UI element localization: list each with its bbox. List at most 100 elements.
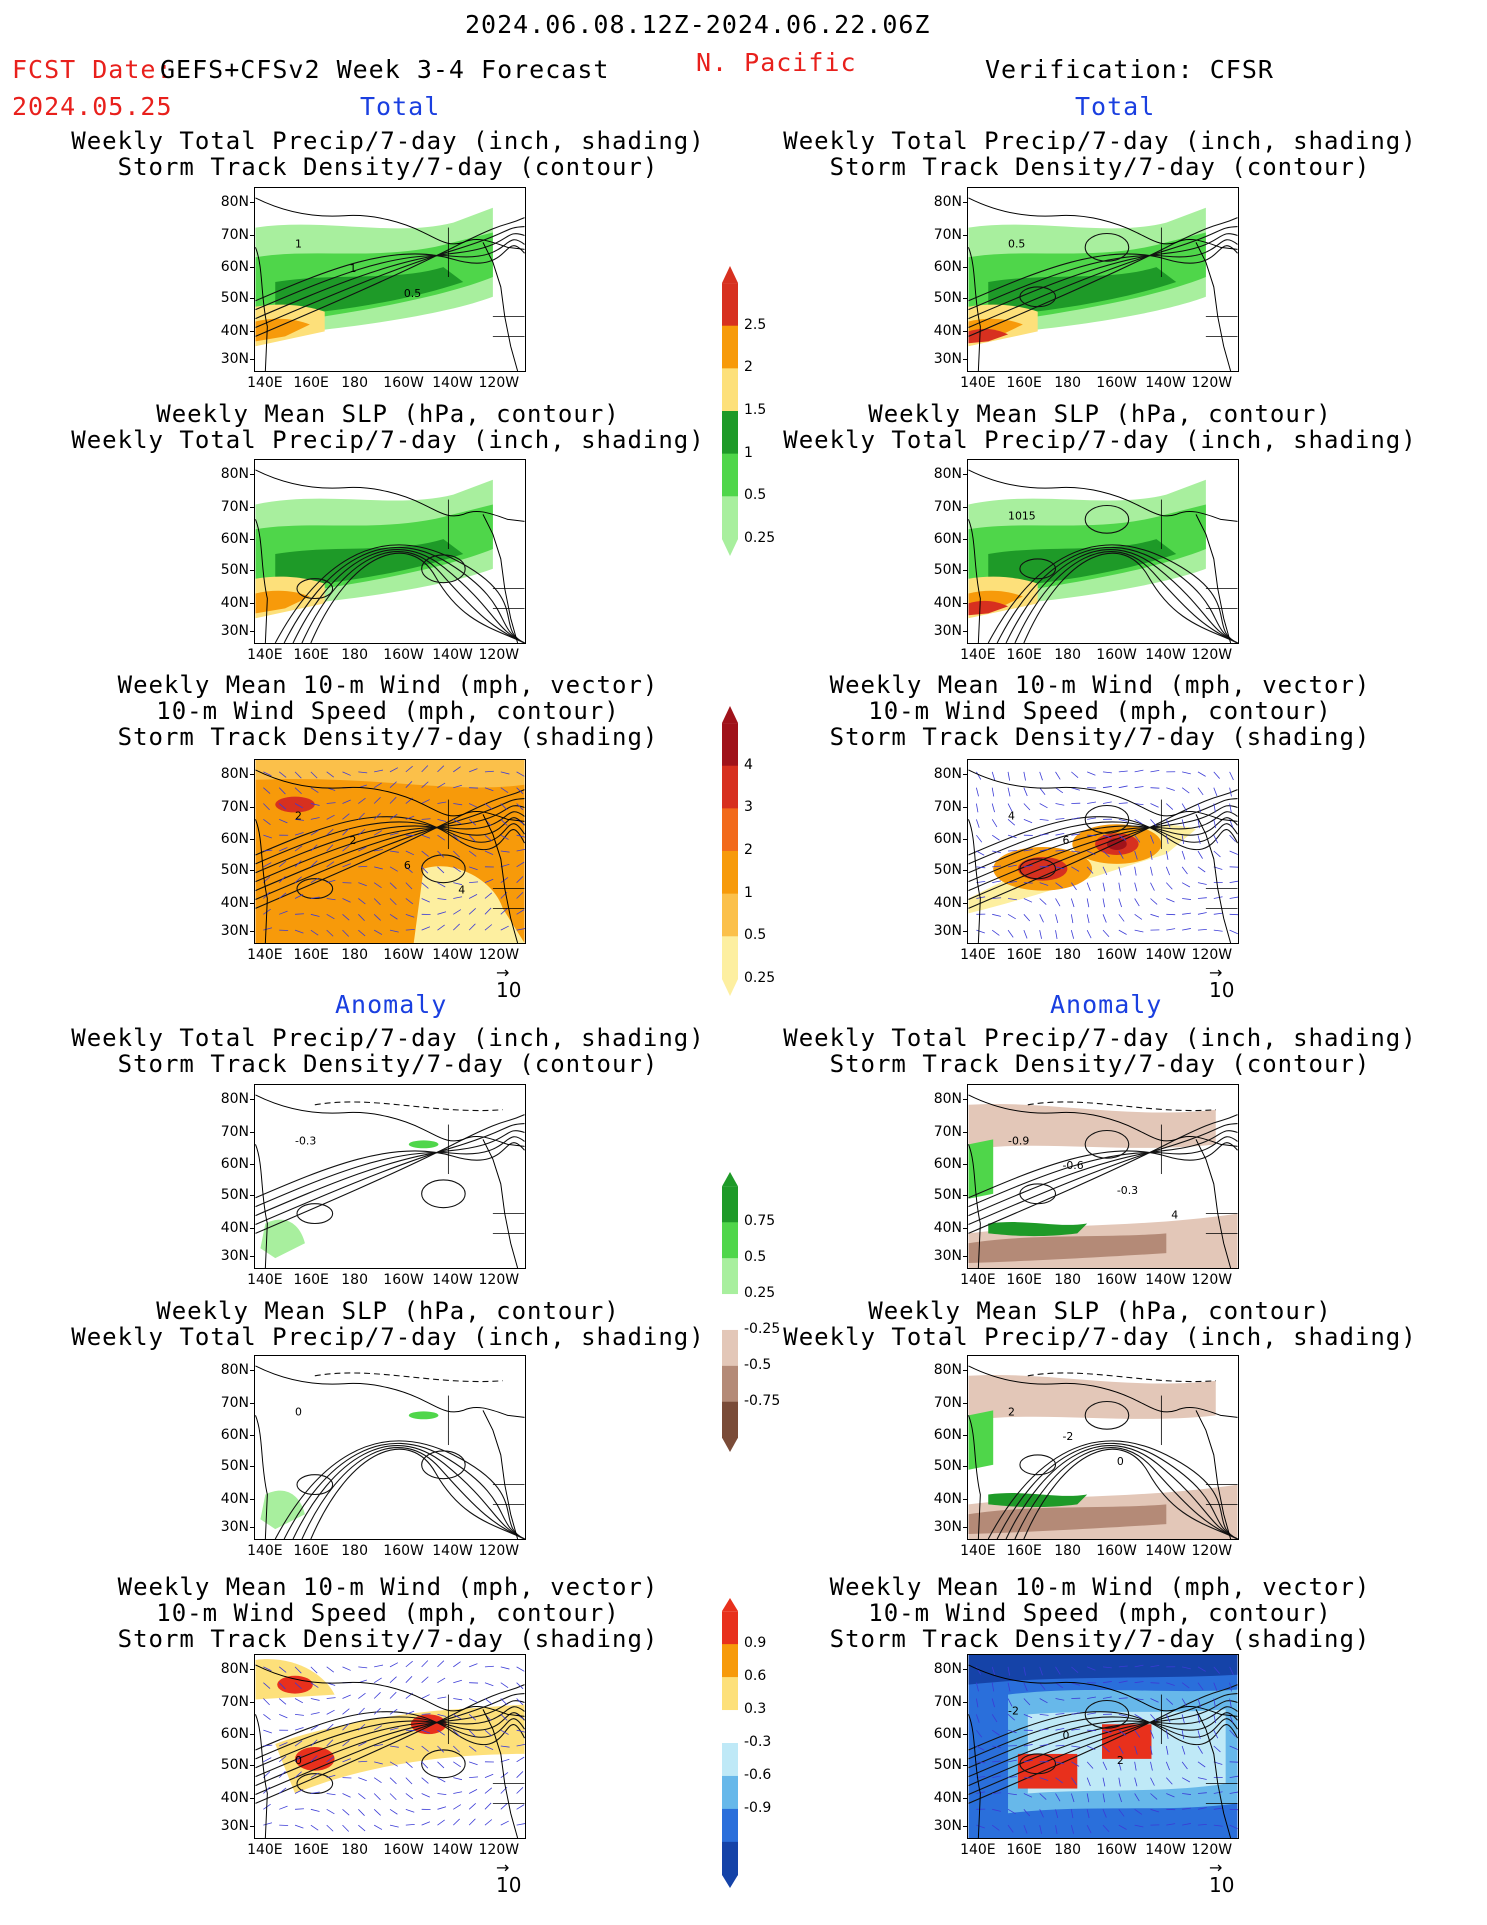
wind-vector <box>405 898 414 905</box>
contour-line <box>310 552 525 643</box>
lat-label: 50N <box>220 862 249 878</box>
wind-vector <box>1055 1744 1065 1747</box>
wind-vector <box>992 1760 1002 1763</box>
wind-vector <box>342 799 351 804</box>
wind-vector <box>453 803 463 806</box>
lon-label: 140W <box>432 947 473 963</box>
panel-title-line: Storm Track Density/7-day (contour) <box>829 153 1371 181</box>
colorbar-bottom-arrow <box>722 1874 738 1888</box>
wind-vector <box>1071 1682 1080 1686</box>
lon-label: 140E <box>247 375 283 391</box>
wind-vector <box>484 878 494 884</box>
wind-vector <box>389 767 399 773</box>
wind-vector <box>1165 835 1169 844</box>
wind-vector <box>1118 898 1122 908</box>
wind-vector <box>421 882 429 889</box>
wind-vector <box>516 1682 524 1690</box>
border-line <box>492 1213 525 1234</box>
wind-vector <box>1007 1698 1013 1707</box>
wind-vector <box>1007 1729 1017 1734</box>
wind-vector <box>1229 1775 1238 1779</box>
wind-vector <box>421 765 429 773</box>
wind-vector <box>1087 850 1096 856</box>
wind-vector <box>373 929 383 935</box>
lat-tick <box>963 507 967 509</box>
wind-vector <box>453 766 461 773</box>
wind-vector <box>1118 1697 1128 1699</box>
wind-vector <box>1229 1698 1232 1708</box>
contour-closed <box>421 1450 466 1480</box>
contour-label: 6 <box>1062 834 1069 847</box>
lat-label: 80N <box>933 193 962 210</box>
lon-label: 160W <box>383 1842 424 1858</box>
contour-line <box>255 1706 525 1778</box>
lon-label: 160E <box>1006 647 1042 663</box>
panel-title: Weekly Mean SLP (hPa, contour) Weekly Tot… <box>780 1298 1420 1350</box>
wind-vector <box>1118 1729 1127 1736</box>
precip-red-area <box>968 600 1009 616</box>
wind-vector <box>405 882 413 890</box>
contour-label: 4 <box>458 884 465 897</box>
storm-field-east <box>413 866 525 943</box>
wind-vector <box>437 1777 446 1783</box>
wind-vector <box>991 819 998 828</box>
wind-vector <box>279 910 288 915</box>
wind-vector <box>468 819 477 826</box>
wind-vector <box>1134 1824 1144 1828</box>
wind-vector <box>468 1745 477 1752</box>
wind-vector <box>421 834 431 839</box>
lat-label: 40N <box>220 1220 249 1237</box>
wind-vector <box>1150 769 1160 773</box>
lat-label: 40N <box>933 1790 962 1807</box>
wind-vector <box>991 1729 1000 1736</box>
colorbar-segment <box>722 453 738 497</box>
colorbar-label: 0.75 <box>744 1213 776 1230</box>
wind-vector <box>1007 1666 1011 1676</box>
wind-vector <box>1023 1809 1031 1817</box>
lon-label: 160W <box>1096 947 1137 963</box>
coastline-west <box>255 247 268 371</box>
wind-vector <box>468 834 476 842</box>
colorbar-segment <box>722 893 738 937</box>
wind-vector <box>1165 1761 1171 1771</box>
wind-vector <box>342 771 351 776</box>
wind-vector <box>1229 1824 1238 1830</box>
wind-vector <box>421 1793 430 1798</box>
wind-vector <box>1197 850 1203 859</box>
contour-line <box>1023 552 1238 643</box>
wind-vector <box>516 1698 524 1706</box>
lat-tick <box>963 1702 967 1704</box>
wind-vector <box>437 1696 447 1699</box>
wind-vector <box>342 813 350 820</box>
coastline-east <box>482 514 519 643</box>
lon-label: 160W <box>383 1543 424 1559</box>
lon-label: 160E <box>1006 375 1042 391</box>
contour-closed <box>296 878 334 900</box>
colorbar-top-arrow <box>722 1598 738 1612</box>
wind-vector <box>453 1761 461 1768</box>
wind-vector <box>484 803 493 810</box>
contour-label: 2 <box>349 834 356 847</box>
wind-vector <box>294 1682 302 1690</box>
wind-vector <box>405 781 413 788</box>
contour-label: -0.3 <box>1117 1184 1138 1197</box>
wind-vector <box>437 801 447 804</box>
wind-vector <box>358 797 366 804</box>
precip-orange-area <box>255 318 310 342</box>
wind-vector <box>1102 914 1107 923</box>
wind-vector <box>373 1677 382 1684</box>
wind-vector <box>991 1682 995 1692</box>
wind-vector <box>1007 864 1017 868</box>
lat-label: 80N <box>220 465 249 482</box>
contour-line <box>968 805 1238 892</box>
panel-title-line: Weekly Mean SLP (hPa, contour) <box>156 400 620 428</box>
wind-vector <box>516 787 524 795</box>
colorbar-label: 0.5 <box>744 487 767 504</box>
panel-title-line: Weekly Mean 10-m Wind (mph, vector) <box>117 1573 659 1601</box>
wind-vector <box>437 1806 447 1810</box>
wind-vector <box>453 834 461 842</box>
wind-vector <box>1023 1759 1033 1763</box>
wind-vector <box>1070 1809 1074 1819</box>
wind-vector <box>374 849 384 852</box>
wind-vector <box>1055 866 1065 870</box>
